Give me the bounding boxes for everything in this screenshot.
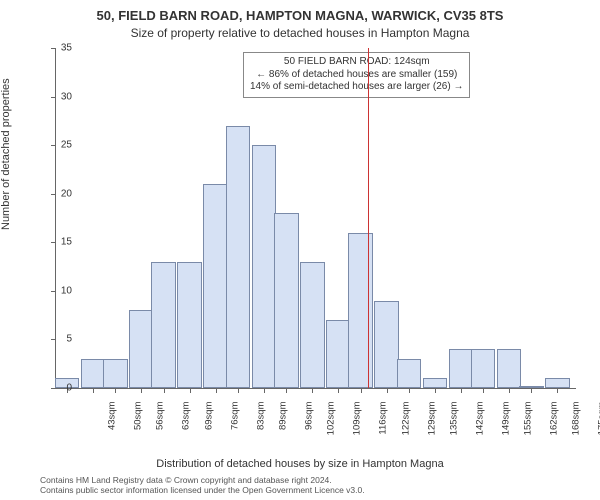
histogram-bar: [151, 262, 176, 388]
chart-container: 50, FIELD BARN ROAD, HAMPTON MAGNA, WARW…: [0, 0, 600, 500]
x-tick-label: 43sqm: [107, 402, 118, 452]
x-tick: [264, 388, 265, 393]
x-tick-label: 149sqm: [500, 402, 511, 452]
y-tick-label: 20: [61, 188, 72, 199]
x-tick: [238, 388, 239, 393]
histogram-bar: [226, 126, 251, 388]
histogram-bar: [519, 386, 544, 388]
title-line-2: Size of property relative to detached ho…: [0, 26, 600, 40]
x-tick-label: 56sqm: [155, 402, 166, 452]
histogram-bar: [326, 320, 351, 388]
x-tick-label: 168sqm: [571, 402, 582, 452]
x-tick: [461, 388, 462, 393]
x-tick-label: 116sqm: [378, 402, 389, 452]
x-tick: [531, 388, 532, 393]
x-tick: [435, 388, 436, 393]
histogram-bar: [348, 233, 373, 388]
plot-area: 50 FIELD BARN ROAD: 124sqm← 86% of detac…: [55, 48, 576, 389]
x-tick-label: 50sqm: [133, 402, 144, 452]
histogram-bar: [81, 359, 106, 388]
x-tick: [557, 388, 558, 393]
x-tick: [483, 388, 484, 393]
histogram-bar: [103, 359, 128, 388]
x-tick: [509, 388, 510, 393]
x-tick-label: 129sqm: [426, 402, 437, 452]
y-tick-label: 5: [66, 334, 72, 345]
attribution-line-1: Contains HM Land Registry data © Crown c…: [40, 475, 365, 486]
y-tick: [51, 339, 56, 340]
x-tick-label: 142sqm: [474, 402, 485, 452]
y-axis-label: Number of detached properties: [0, 78, 12, 230]
x-tick: [216, 388, 217, 393]
histogram-bar: [252, 145, 277, 388]
x-tick: [409, 388, 410, 393]
x-tick-label: 162sqm: [549, 402, 560, 452]
property-marker-line: [368, 48, 369, 388]
x-tick: [190, 388, 191, 393]
y-tick-label: 15: [61, 237, 72, 248]
histogram-bar: [203, 184, 228, 388]
x-tick-label: 122sqm: [400, 402, 411, 452]
x-tick: [93, 388, 94, 393]
x-tick-label: 69sqm: [203, 402, 214, 452]
histogram-bar: [449, 349, 474, 388]
annotation-line: 14% of semi-detached houses are larger (…: [250, 81, 463, 94]
x-axis-label: Distribution of detached houses by size …: [0, 458, 600, 470]
x-tick-label: 83sqm: [255, 402, 266, 452]
y-tick: [51, 97, 56, 98]
y-tick: [51, 48, 56, 49]
x-tick: [164, 388, 165, 393]
x-tick-label: 135sqm: [448, 402, 459, 452]
x-tick-label: 102sqm: [326, 402, 337, 452]
y-tick-label: 10: [61, 285, 72, 296]
histogram-bar: [300, 262, 325, 388]
y-tick-label: 0: [66, 383, 72, 394]
attribution-text: Contains HM Land Registry data © Crown c…: [40, 475, 365, 496]
histogram-bar: [274, 213, 299, 388]
x-tick: [141, 388, 142, 393]
histogram-bar: [423, 378, 448, 388]
x-tick: [387, 388, 388, 393]
x-tick: [338, 388, 339, 393]
y-tick-label: 25: [61, 140, 72, 151]
annotation-line: ← 86% of detached houses are smaller (15…: [250, 69, 463, 82]
y-tick: [51, 388, 56, 389]
y-tick: [51, 145, 56, 146]
y-tick-label: 30: [61, 91, 72, 102]
x-tick: [361, 388, 362, 393]
attribution-line-2: Contains public sector information licen…: [40, 485, 365, 496]
x-tick-label: 89sqm: [278, 402, 289, 452]
x-tick: [115, 388, 116, 393]
y-tick: [51, 291, 56, 292]
x-tick-label: 155sqm: [523, 402, 534, 452]
x-tick-label: 76sqm: [229, 402, 240, 452]
histogram-bar: [545, 378, 570, 388]
histogram-bar: [129, 310, 154, 388]
title-line-1: 50, FIELD BARN ROAD, HAMPTON MAGNA, WARW…: [0, 8, 600, 23]
histogram-bar: [374, 301, 399, 388]
x-tick: [286, 388, 287, 393]
histogram-bar: [397, 359, 422, 388]
histogram-bar: [177, 262, 202, 388]
y-tick: [51, 242, 56, 243]
y-tick-label: 35: [61, 43, 72, 54]
histogram-bar: [497, 349, 522, 388]
histogram-bar: [471, 349, 496, 388]
annotation-box: 50 FIELD BARN ROAD: 124sqm← 86% of detac…: [243, 52, 470, 98]
x-tick-label: 96sqm: [304, 402, 315, 452]
x-tick-label: 63sqm: [181, 402, 192, 452]
annotation-line: 50 FIELD BARN ROAD: 124sqm: [250, 56, 463, 69]
y-tick: [51, 194, 56, 195]
x-tick: [312, 388, 313, 393]
x-tick-label: 109sqm: [352, 402, 363, 452]
